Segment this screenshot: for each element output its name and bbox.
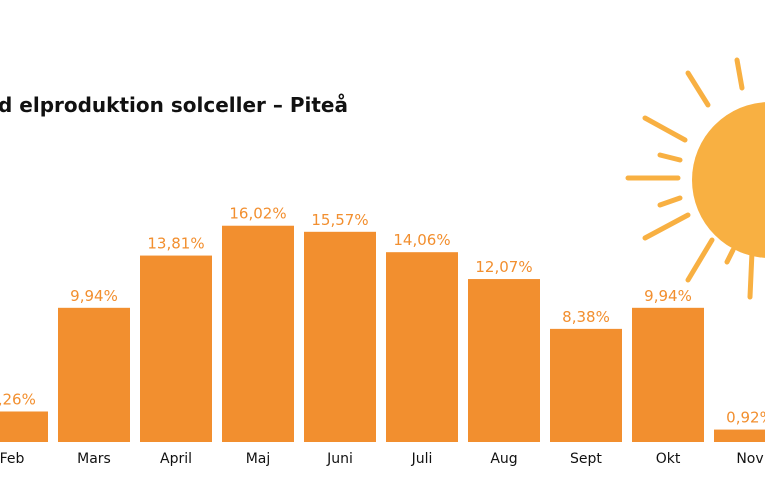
bar bbox=[304, 231, 376, 442]
bar bbox=[386, 252, 458, 442]
value-label: 14,06% bbox=[393, 231, 450, 249]
x-tick-label: Feb bbox=[0, 451, 25, 467]
x-tick-label: Nov bbox=[736, 451, 763, 467]
bar bbox=[468, 279, 540, 442]
x-tick-label: Okt bbox=[656, 451, 681, 467]
bar bbox=[222, 225, 294, 442]
x-tick-label: Maj bbox=[246, 451, 271, 467]
x-tick-label: Juli bbox=[411, 451, 433, 467]
value-label: 12,07% bbox=[475, 258, 532, 276]
value-label: 9,94% bbox=[644, 287, 692, 305]
x-tick-label: Mars bbox=[77, 451, 111, 467]
value-label: 2,26% bbox=[0, 390, 36, 408]
x-tick-label: Juni bbox=[326, 451, 353, 467]
bar bbox=[632, 307, 704, 442]
value-label: 0,92% bbox=[726, 409, 765, 427]
bar bbox=[550, 328, 622, 442]
bar bbox=[714, 429, 765, 442]
value-label: 9,94% bbox=[70, 287, 118, 305]
chart-title: d elproduktion solceller – Piteå bbox=[0, 93, 348, 117]
value-label: 16,02% bbox=[229, 205, 286, 223]
bar bbox=[58, 307, 130, 442]
value-label: 8,38% bbox=[562, 308, 610, 326]
value-label: 15,57% bbox=[311, 211, 368, 229]
x-tick-label: April bbox=[160, 451, 192, 467]
x-tick-label: Aug bbox=[490, 451, 517, 467]
bar bbox=[140, 255, 212, 442]
x-tick-label: Sept bbox=[570, 451, 602, 467]
bar bbox=[0, 411, 48, 442]
value-label: 13,81% bbox=[147, 235, 204, 253]
sun bbox=[625, 57, 765, 300]
